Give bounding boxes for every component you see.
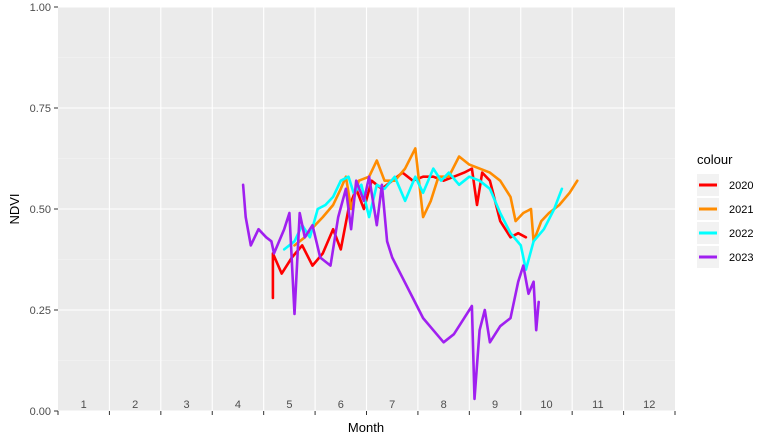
month-label: 8	[441, 399, 447, 411]
y-tick-label: 0.75	[30, 103, 51, 115]
y-axis-title: NDVI	[7, 193, 22, 224]
y-tick-label: 0.50	[30, 204, 51, 216]
series-line-2023	[241, 175, 540, 401]
x-axis: 1 2 3 4 5 6 7 8 9 10 11 12	[57, 399, 676, 415]
month-label: 1	[81, 399, 87, 411]
y-tick-label: 0.25	[30, 305, 51, 317]
series-line-2022	[282, 167, 564, 271]
month-label: 10	[540, 399, 552, 411]
month-label: 3	[183, 399, 189, 411]
legend-label-2021: 2021	[729, 204, 753, 216]
month-label: 7	[389, 399, 395, 411]
month-label: 11	[592, 399, 603, 411]
y-tick-label: 1.00	[30, 2, 51, 14]
y-axis: 0.00 0.25 0.50 0.75 1.00	[30, 2, 58, 418]
legend-title: colour	[697, 152, 733, 167]
legend-label-2023: 2023	[729, 252, 753, 264]
legend: colour 2020 2021 2022 2023	[697, 152, 753, 268]
x-axis-title: Month	[348, 420, 384, 435]
legend-label-2022: 2022	[729, 228, 753, 240]
series-lines	[241, 147, 579, 401]
y-tick-label: 0.00	[30, 406, 51, 418]
legend-label-2020: 2020	[729, 180, 753, 192]
month-label: 9	[492, 399, 498, 411]
month-label: 5	[286, 399, 292, 411]
month-label: 4	[235, 399, 241, 411]
month-label: 12	[643, 399, 655, 411]
series-line-2021	[293, 147, 579, 247]
month-label: 6	[338, 399, 344, 411]
month-label: 2	[132, 399, 138, 411]
